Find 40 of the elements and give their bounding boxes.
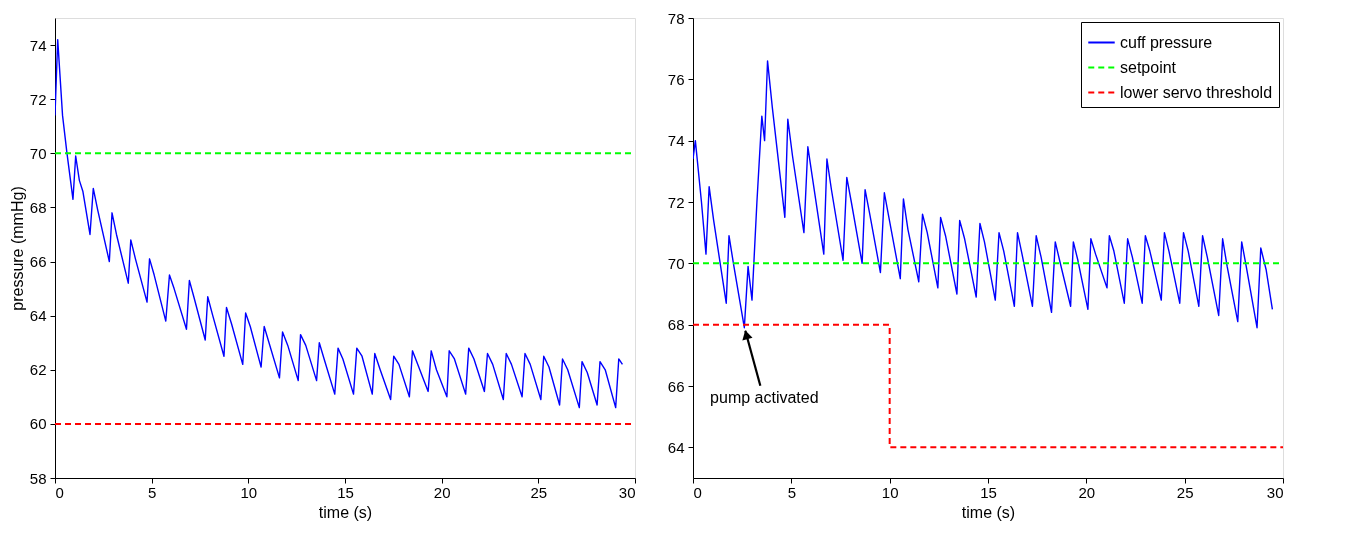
x-tick-label: 10 [240, 483, 258, 501]
y-axis-title: pressure (mmHg) [8, 186, 26, 311]
x-tick-label: 5 [147, 483, 157, 501]
y-tick-label: 70 [29, 144, 47, 162]
y-tick-label: 62 [29, 361, 47, 379]
x-tick-label: 15 [980, 483, 997, 501]
x-axis-title: time (s) [961, 503, 1016, 521]
y-tick-label: 58 [29, 469, 47, 487]
legend-label: setpoint [1120, 58, 1177, 76]
legend-label: lower servo threshold [1120, 83, 1273, 101]
x-tick-label: 25 [1176, 483, 1194, 501]
y-tick-label: 60 [29, 415, 47, 433]
y-tick-label: 64 [667, 438, 685, 456]
y-tick-label: 66 [667, 377, 685, 395]
line-series [693, 60, 1274, 329]
y-tick-label: 72 [667, 193, 685, 211]
x-tick-label: 0 [55, 483, 64, 501]
x-tick-label: 25 [530, 483, 548, 501]
y-tick-label: 76 [667, 70, 685, 88]
y-tick-label: 66 [29, 253, 47, 271]
line-series [55, 38, 624, 409]
x-tick-label: 15 [337, 483, 354, 501]
y-tick-label: 74 [667, 132, 685, 150]
y-tick-label: 72 [29, 90, 47, 108]
y-tick-label: 74 [29, 36, 47, 54]
x-tick-label: 10 [881, 483, 899, 501]
legend-label: cuff pressure [1120, 33, 1213, 51]
y-tick-label: 64 [29, 307, 47, 325]
y-tick-label: 78 [667, 9, 685, 27]
x-tick-label: 30 [618, 483, 636, 501]
x-tick-label: 0 [693, 483, 702, 501]
x-tick-label: 20 [433, 483, 451, 501]
x-tick-label: 5 [787, 483, 797, 501]
y-tick-label: 70 [667, 254, 685, 272]
x-tick-label: 30 [1266, 483, 1284, 501]
y-tick-label: 68 [29, 198, 47, 216]
y-tick-label: 68 [667, 316, 685, 334]
annotation: pump activated [710, 388, 819, 406]
x-axis-title: time (s) [318, 503, 373, 521]
x-tick-label: 20 [1078, 483, 1096, 501]
